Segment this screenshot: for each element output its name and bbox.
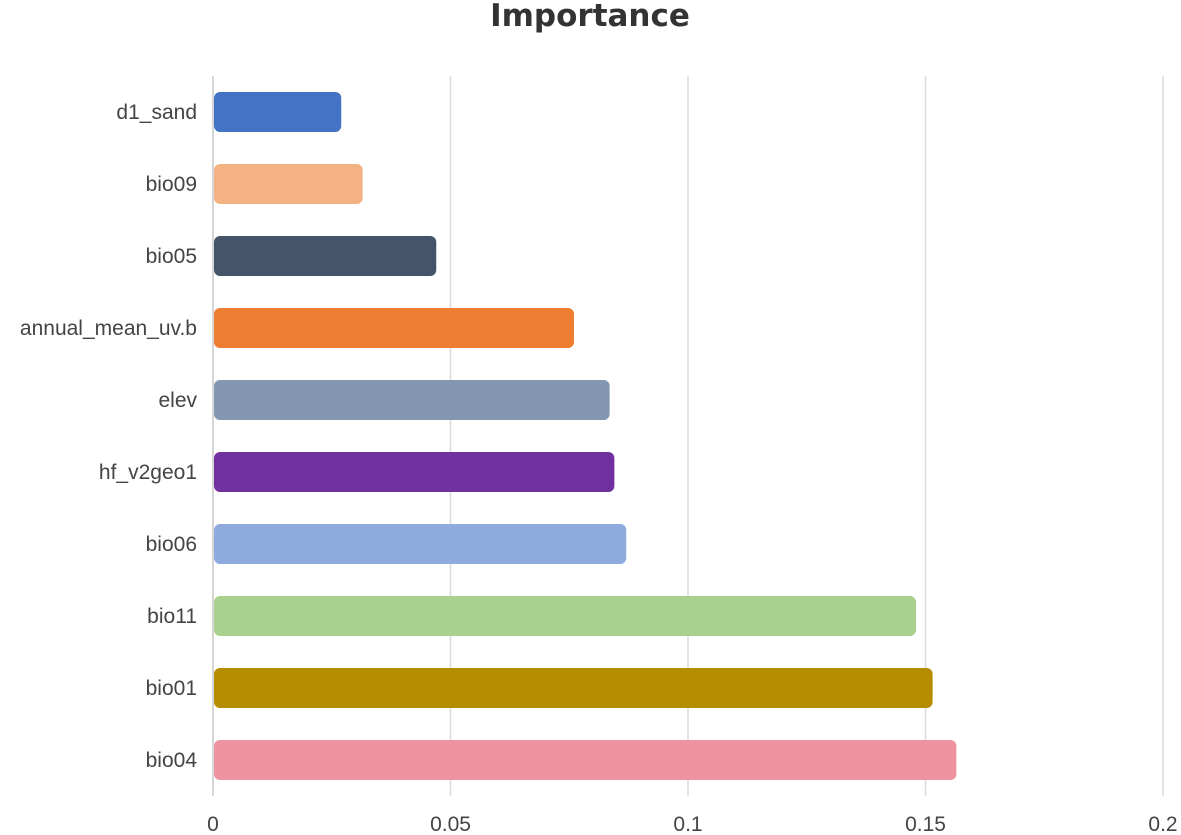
category-label: d1_sand	[116, 101, 197, 124]
bar-bio04	[214, 740, 957, 780]
bar-d1-sand	[214, 92, 342, 132]
category-label: bio09	[146, 173, 197, 196]
chart-title: Importance	[490, 0, 690, 34]
x-tick-label: 0.1	[673, 813, 702, 835]
x-tick-label: 0.05	[430, 813, 471, 835]
x-tick-label: 0.15	[905, 813, 946, 835]
x-tick-label: 0.2	[1148, 813, 1177, 835]
bar-bio09	[214, 164, 363, 204]
category-label: bio11	[147, 605, 197, 628]
bar-bio11	[214, 596, 916, 636]
bar-bio01	[214, 668, 933, 708]
x-axis-tick-labels: 0 0.05 0.1 0.15 0.2	[207, 813, 1177, 835]
category-label: bio05	[146, 245, 197, 268]
bar-elev	[214, 380, 610, 420]
bar-bio05	[214, 236, 437, 276]
category-label: annual_mean_uv.b	[20, 317, 197, 340]
bar-hf-v2geo1	[214, 452, 615, 492]
category-label: bio04	[146, 749, 198, 772]
category-label: hf_v2geo1	[99, 461, 197, 484]
x-tick-label: 0	[207, 813, 219, 835]
bar-annual-mean-uv-b	[214, 308, 574, 348]
category-label: bio06	[146, 533, 197, 556]
category-label: bio01	[146, 677, 197, 700]
category-label: elev	[158, 389, 197, 412]
bars	[214, 92, 957, 780]
bar-bio06	[214, 524, 627, 564]
